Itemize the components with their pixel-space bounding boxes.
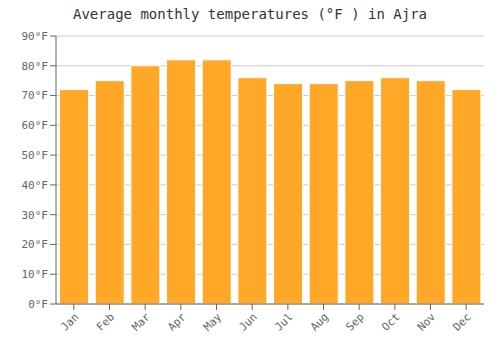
svg-text:Feb: Feb xyxy=(94,310,117,333)
svg-text:90°F: 90°F xyxy=(22,30,49,43)
svg-text:80°F: 80°F xyxy=(22,60,49,73)
svg-text:Sep: Sep xyxy=(344,310,367,333)
svg-text:0°F: 0°F xyxy=(28,298,48,311)
svg-text:Aug: Aug xyxy=(308,310,331,333)
svg-text:40°F: 40°F xyxy=(22,179,49,192)
svg-text:Jun: Jun xyxy=(237,310,260,333)
svg-text:60°F: 60°F xyxy=(22,119,49,132)
svg-text:70°F: 70°F xyxy=(22,89,49,102)
html-text:Average monthly temperatures (: Average monthly temperatures (°F ) in Aj… xyxy=(73,6,427,22)
svg-text:Jul: Jul xyxy=(272,310,295,333)
svg-text:May: May xyxy=(201,310,225,334)
svg-text:Mar: Mar xyxy=(130,310,154,334)
svg-text:50°F: 50°F xyxy=(22,149,49,162)
svg-text:20°F: 20°F xyxy=(22,238,49,251)
svg-text:Jan: Jan xyxy=(58,310,81,333)
svg-text:30°F: 30°F xyxy=(22,209,49,222)
svg-text:Oct: Oct xyxy=(379,310,402,333)
svg-text:Apr: Apr xyxy=(165,310,189,334)
svg-text:Nov: Nov xyxy=(415,310,439,334)
svg-text:Dec: Dec xyxy=(451,310,474,333)
svg-text:10°F: 10°F xyxy=(22,268,49,281)
